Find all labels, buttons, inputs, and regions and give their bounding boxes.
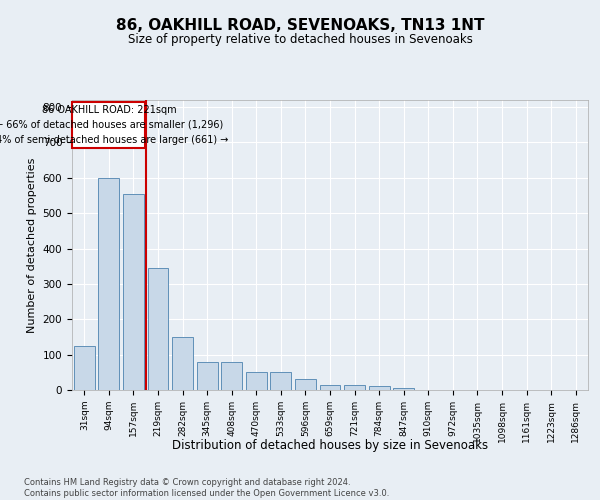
Bar [221, 362, 242, 390]
Bar [98, 178, 119, 390]
Text: Contains HM Land Registry data © Crown copyright and database right 2024.
Contai: Contains HM Land Registry data © Crown c… [24, 478, 389, 498]
Bar [368, 386, 389, 390]
Bar [246, 372, 267, 390]
Bar [295, 380, 316, 390]
Y-axis label: Number of detached properties: Number of detached properties [27, 158, 37, 332]
Bar [172, 337, 193, 390]
Bar [197, 362, 218, 390]
Bar [123, 194, 144, 390]
Bar [393, 388, 414, 390]
Bar [271, 372, 292, 390]
Text: Distribution of detached houses by size in Sevenoaks: Distribution of detached houses by size … [172, 438, 488, 452]
Text: 86, OAKHILL ROAD, SEVENOAKS, TN13 1NT: 86, OAKHILL ROAD, SEVENOAKS, TN13 1NT [116, 18, 484, 32]
Bar [74, 346, 95, 390]
FancyBboxPatch shape [73, 102, 145, 148]
Bar [148, 268, 169, 390]
Text: 86 OAKHILL ROAD: 221sqm
← 66% of detached houses are smaller (1,296)
34% of semi: 86 OAKHILL ROAD: 221sqm ← 66% of detache… [0, 105, 228, 144]
Bar [344, 386, 365, 390]
Bar [320, 384, 340, 390]
Text: Size of property relative to detached houses in Sevenoaks: Size of property relative to detached ho… [128, 32, 472, 46]
